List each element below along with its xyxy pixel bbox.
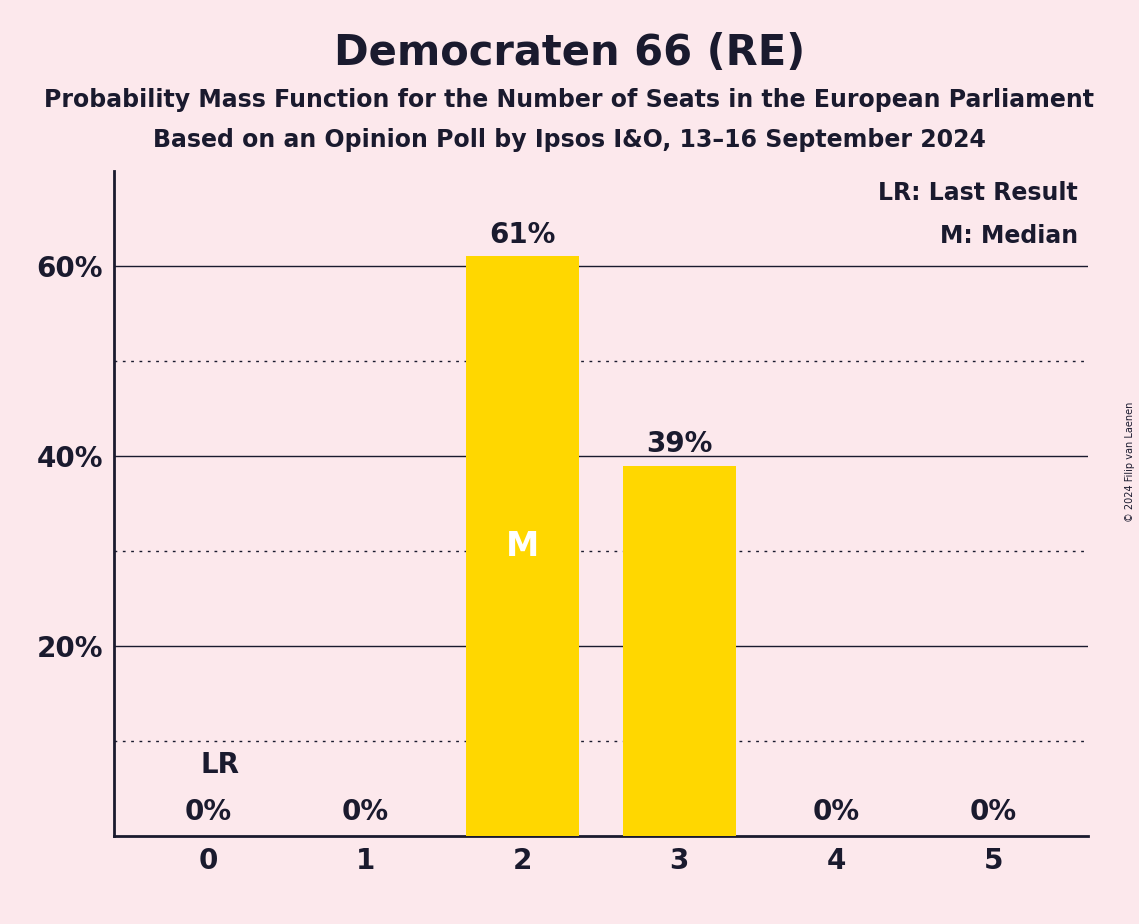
- Bar: [466, 257, 579, 836]
- Text: LR: Last Result: LR: Last Result: [878, 181, 1077, 205]
- Text: LR: LR: [200, 751, 239, 779]
- Text: 0%: 0%: [970, 798, 1017, 826]
- Text: 61%: 61%: [489, 221, 556, 249]
- Text: © 2024 Filip van Laenen: © 2024 Filip van Laenen: [1125, 402, 1134, 522]
- Text: 0%: 0%: [185, 798, 231, 826]
- Text: Probability Mass Function for the Number of Seats in the European Parliament: Probability Mass Function for the Number…: [44, 88, 1095, 112]
- Text: 39%: 39%: [646, 430, 713, 458]
- Text: 0%: 0%: [813, 798, 860, 826]
- Text: M: Median: M: Median: [940, 225, 1077, 249]
- Bar: [623, 466, 736, 836]
- Text: Based on an Opinion Poll by Ipsos I&O, 13–16 September 2024: Based on an Opinion Poll by Ipsos I&O, 1…: [153, 128, 986, 152]
- Text: M: M: [506, 529, 539, 563]
- Text: 0%: 0%: [342, 798, 388, 826]
- Text: Democraten 66 (RE): Democraten 66 (RE): [334, 32, 805, 74]
